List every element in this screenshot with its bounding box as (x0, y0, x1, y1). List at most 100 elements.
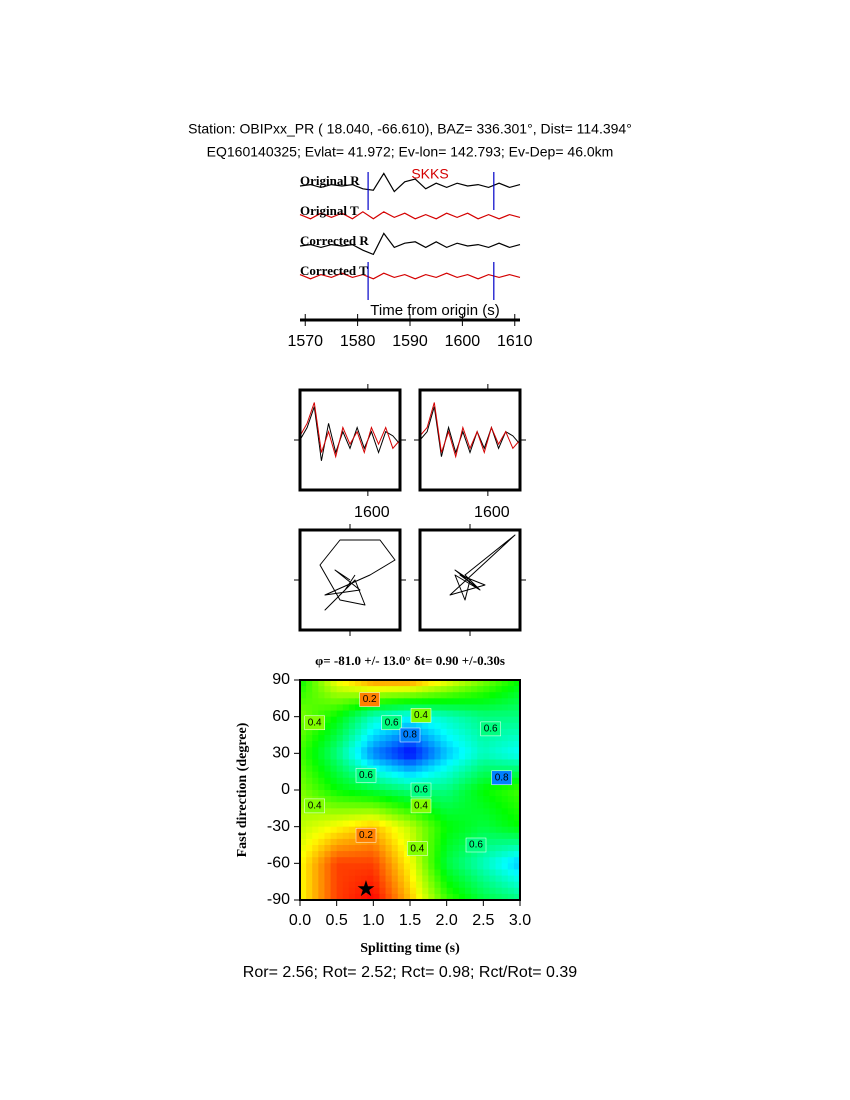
misfit-cell (306, 814, 313, 821)
misfit-cell (348, 851, 356, 858)
misfit-cell (465, 777, 472, 785)
misfit-cell (471, 747, 478, 754)
misfit-cell (458, 881, 466, 889)
misfit-cell (513, 851, 521, 858)
misfit-cell (348, 680, 356, 687)
misfit-cell (477, 698, 484, 705)
misfit-cell (397, 753, 405, 760)
misfit-cell (391, 869, 399, 876)
x-tick-label: 1.0 (362, 912, 384, 929)
misfit-cell (501, 704, 509, 711)
misfit-cell (434, 881, 441, 889)
misfit-cell (348, 753, 356, 760)
misfit-cell (330, 808, 338, 815)
misfit-cell (446, 881, 454, 889)
x-tick-label: 1600 (445, 333, 481, 350)
misfit-cell (367, 857, 374, 864)
misfit-cell (379, 826, 386, 834)
misfit-cell (477, 704, 484, 711)
misfit-cell (507, 710, 515, 718)
misfit-cell (318, 741, 325, 748)
misfit-cell (483, 759, 490, 766)
misfit-cell (501, 802, 509, 809)
misfit-cell (471, 753, 478, 760)
misfit-cell (483, 820, 490, 828)
misfit-cell (385, 887, 393, 895)
misfit-cell (507, 875, 515, 883)
misfit-cell (489, 887, 496, 895)
misfit-cell (391, 771, 399, 779)
misfit-cell (489, 814, 496, 821)
misfit-cell (446, 765, 454, 773)
misfit-cell (336, 851, 344, 858)
misfit-cell (385, 863, 393, 870)
contour-label-box (480, 721, 501, 737)
misfit-cell (330, 704, 338, 711)
misfit-cell (489, 741, 496, 748)
misfit-cell (367, 796, 374, 803)
misfit-cell (489, 686, 496, 693)
misfit-cell (440, 741, 448, 748)
misfit-cell (495, 851, 503, 858)
misfit-cell (465, 741, 472, 748)
misfit-cell (495, 887, 503, 895)
misfit-cell (507, 820, 515, 828)
misfit-cell (385, 814, 393, 821)
misfit-cell (367, 759, 374, 766)
misfit-cell (367, 845, 374, 852)
misfit-cell (373, 869, 380, 876)
misfit-cell (397, 796, 405, 803)
misfit-cell (348, 735, 356, 742)
misfit-cell (440, 851, 448, 858)
contour-label: 0.6 (385, 717, 399, 728)
contour-label: 0.6 (484, 724, 498, 735)
misfit-cell (440, 808, 448, 815)
misfit-cell (440, 710, 448, 718)
waveform (299, 402, 401, 459)
trace (299, 172, 521, 193)
misfit-cell (513, 820, 521, 828)
misfit-cell (452, 777, 460, 785)
misfit-cell (373, 826, 380, 834)
misfit-cell (446, 747, 454, 754)
misfit-cell (495, 741, 503, 748)
misfit-cell (385, 777, 393, 785)
misfit-cell (471, 893, 478, 901)
misfit-cell (495, 686, 503, 693)
misfit-cell (489, 759, 496, 766)
misfit-cell (483, 686, 490, 693)
misfit-cell (507, 741, 515, 748)
y-tick-label: -90 (267, 891, 290, 908)
misfit-cell (391, 875, 399, 883)
misfit-cell (336, 857, 344, 864)
misfit-cell (477, 741, 484, 748)
y-tick-label: 30 (272, 745, 290, 762)
misfit-cell (483, 887, 490, 895)
misfit-cell (373, 887, 380, 895)
misfit-cell (379, 680, 386, 687)
contour-label-box (410, 708, 432, 723)
misfit-cell (373, 796, 380, 803)
misfit-cell (452, 845, 460, 852)
misfit-cell (434, 771, 441, 779)
misfit-cell (422, 893, 429, 901)
misfit-cell (385, 741, 393, 748)
misfit-cell (348, 698, 356, 705)
misfit-cell (471, 728, 478, 736)
misfit-cell (300, 863, 307, 870)
trace (299, 232, 521, 256)
misfit-cell (513, 777, 521, 785)
misfit-cell (403, 783, 411, 791)
misfit-cell (458, 704, 466, 711)
misfit-cell (483, 692, 490, 699)
misfit-cell (367, 747, 374, 754)
misfit-cell (507, 838, 515, 846)
misfit-cell (483, 777, 490, 785)
misfit-cell (312, 783, 319, 791)
misfit-cell (507, 796, 515, 803)
misfit-cell (410, 777, 417, 785)
misfit-cell (318, 881, 325, 889)
misfit-cell (471, 826, 478, 834)
misfit-cell (330, 771, 338, 779)
misfit-cell (342, 747, 350, 754)
